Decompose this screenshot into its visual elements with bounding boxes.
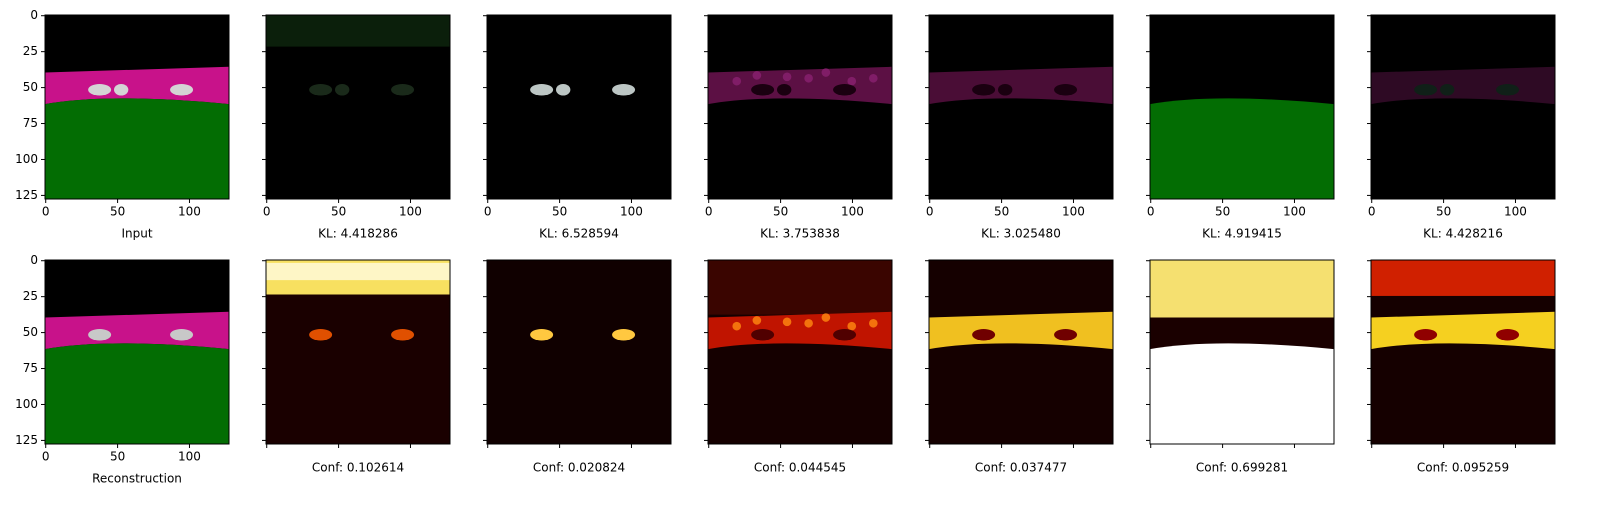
panel-caption: Conf: 0.102614: [312, 461, 404, 475]
axes-frame: [44, 259, 230, 445]
panel: Conf: 0.037477: [925, 259, 1114, 475]
panel-caption: KL: 4.919415: [1202, 227, 1282, 241]
image: [45, 15, 229, 199]
image: [929, 15, 1113, 199]
panel-caption: KL: 3.025480: [981, 227, 1061, 241]
x-tick-label: 50: [1436, 205, 1451, 219]
image: [487, 260, 671, 444]
image: [487, 15, 671, 199]
image: [45, 260, 229, 444]
panel: Conf: 0.020824: [483, 259, 672, 475]
x-tick-label: 100: [841, 205, 864, 219]
x-tick-label: 0: [263, 205, 271, 219]
panel-caption: Conf: 0.020824: [533, 461, 625, 475]
x-tick-label: 0: [42, 205, 50, 219]
x-tick-label: 50: [1215, 205, 1230, 219]
panel-caption: KL: 3.753838: [760, 227, 840, 241]
x-tick-label: 50: [552, 205, 567, 219]
panel-caption: KL: 4.428216: [1423, 227, 1503, 241]
y-tick-label: 125: [15, 188, 38, 202]
image: [1371, 260, 1555, 444]
panel-caption: KL: 6.528594: [539, 227, 619, 241]
x-tick-label: 0: [926, 205, 934, 219]
axes-frame: [928, 259, 1114, 445]
y-tick-label: 100: [15, 152, 38, 166]
panel: 0 25 50 75 100 125 0 50 100 Input: [15, 8, 230, 241]
axes-frame: [1370, 259, 1556, 445]
panel: Conf: 0.699281: [1146, 259, 1335, 475]
y-tick-label: 75: [23, 116, 38, 130]
x-tick-label: 100: [1062, 205, 1085, 219]
axes-frame: [1149, 14, 1335, 200]
image: [708, 15, 892, 199]
panel-caption: Reconstruction: [92, 472, 182, 486]
x-tick-label: 100: [1283, 205, 1306, 219]
axes-frame: [486, 259, 672, 445]
image: [929, 260, 1113, 444]
x-tick-label: 100: [1504, 205, 1527, 219]
panel: 0 25 50 75 100 125 0 50 100 Reconstruction: [15, 253, 230, 486]
x-tick-label: 50: [331, 205, 346, 219]
y-tick-label: 125: [15, 433, 38, 447]
x-tick-label: 100: [178, 205, 201, 219]
image: [708, 260, 892, 444]
y-tick-label: 25: [23, 289, 38, 303]
x-tick-label: 0: [1147, 205, 1155, 219]
x-tick-label: 50: [110, 450, 125, 464]
x-tick-label: 100: [178, 450, 201, 464]
image: [1150, 15, 1334, 199]
y-tick-label: 25: [23, 44, 38, 58]
axes-frame: [1370, 14, 1556, 200]
image: [1371, 15, 1555, 199]
x-tick-label: 50: [773, 205, 788, 219]
panel-caption: Conf: 0.699281: [1196, 461, 1288, 475]
y-tick-label: 50: [23, 325, 38, 339]
x-tick-label: 50: [994, 205, 1009, 219]
y-tick-label: 50: [23, 80, 38, 94]
axes-frame: [265, 259, 451, 445]
x-tick-label: 0: [1368, 205, 1376, 219]
panel-caption: Conf: 0.095259: [1417, 461, 1509, 475]
x-tick-label: 50: [110, 205, 125, 219]
panel-caption: Conf: 0.044545: [754, 461, 846, 475]
y-tick-label: 75: [23, 361, 38, 375]
axes-frame: [265, 14, 451, 200]
panel-caption: KL: 4.418286: [318, 227, 398, 241]
panel: Conf: 0.095259: [1367, 259, 1556, 475]
image: [266, 260, 450, 444]
x-tick-label: 0: [484, 205, 492, 219]
x-tick-label: 0: [42, 450, 50, 464]
y-tick-label: 100: [15, 397, 38, 411]
axes-frame: [707, 14, 893, 200]
axes-frame: [44, 14, 230, 200]
y-tick-label: 0: [30, 253, 38, 267]
axes-frame: [1149, 259, 1335, 445]
y-tick-label: 0: [30, 8, 38, 22]
axes-frame: [928, 14, 1114, 200]
image: [266, 15, 450, 199]
panel: Conf: 0.044545: [704, 259, 893, 475]
panel: Conf: 0.102614: [262, 259, 451, 475]
axes-frame: [486, 14, 672, 200]
image: [1150, 260, 1334, 444]
x-tick-label: 100: [620, 205, 643, 219]
x-tick-label: 0: [705, 205, 713, 219]
panel-caption: Input: [121, 227, 152, 241]
axes-frame: [707, 259, 893, 445]
panel-caption: Conf: 0.037477: [975, 461, 1067, 475]
x-tick-label: 100: [399, 205, 422, 219]
